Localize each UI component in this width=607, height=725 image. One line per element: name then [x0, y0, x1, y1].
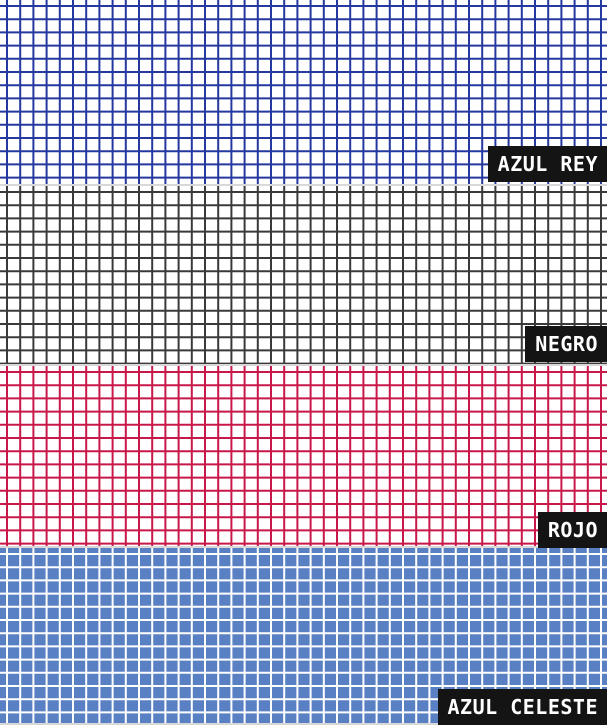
- mesh-grid-rojo: [0, 366, 607, 548]
- swatch-label-rojo: ROJO: [537, 512, 607, 548]
- swatch-label-azul-rey: AZUL REY: [487, 146, 607, 182]
- mesh-grid-azul-rey: [0, 0, 607, 186]
- swatch-azul-rey: AZUL REY: [0, 0, 607, 186]
- mesh-grid-negro: [0, 186, 607, 366]
- swatch-rojo: ROJO: [0, 366, 607, 548]
- swatch-label-azul-celeste: AZUL CELESTE: [437, 689, 607, 725]
- mesh-background: [0, 366, 607, 548]
- mesh-background: [0, 186, 607, 366]
- mesh-lines: [0, 366, 607, 548]
- swatch-separator: [0, 546, 607, 548]
- swatch-negro: NEGRO: [0, 186, 607, 366]
- swatch-separator: [0, 184, 607, 186]
- swatch-label-negro: NEGRO: [525, 326, 607, 362]
- swatch-separator: [0, 723, 607, 725]
- swatch-azul-celeste: AZUL CELESTE: [0, 548, 607, 725]
- mesh-lines: [0, 186, 607, 366]
- swatch-separator: [0, 364, 607, 366]
- mesh-lines: [0, 0, 607, 186]
